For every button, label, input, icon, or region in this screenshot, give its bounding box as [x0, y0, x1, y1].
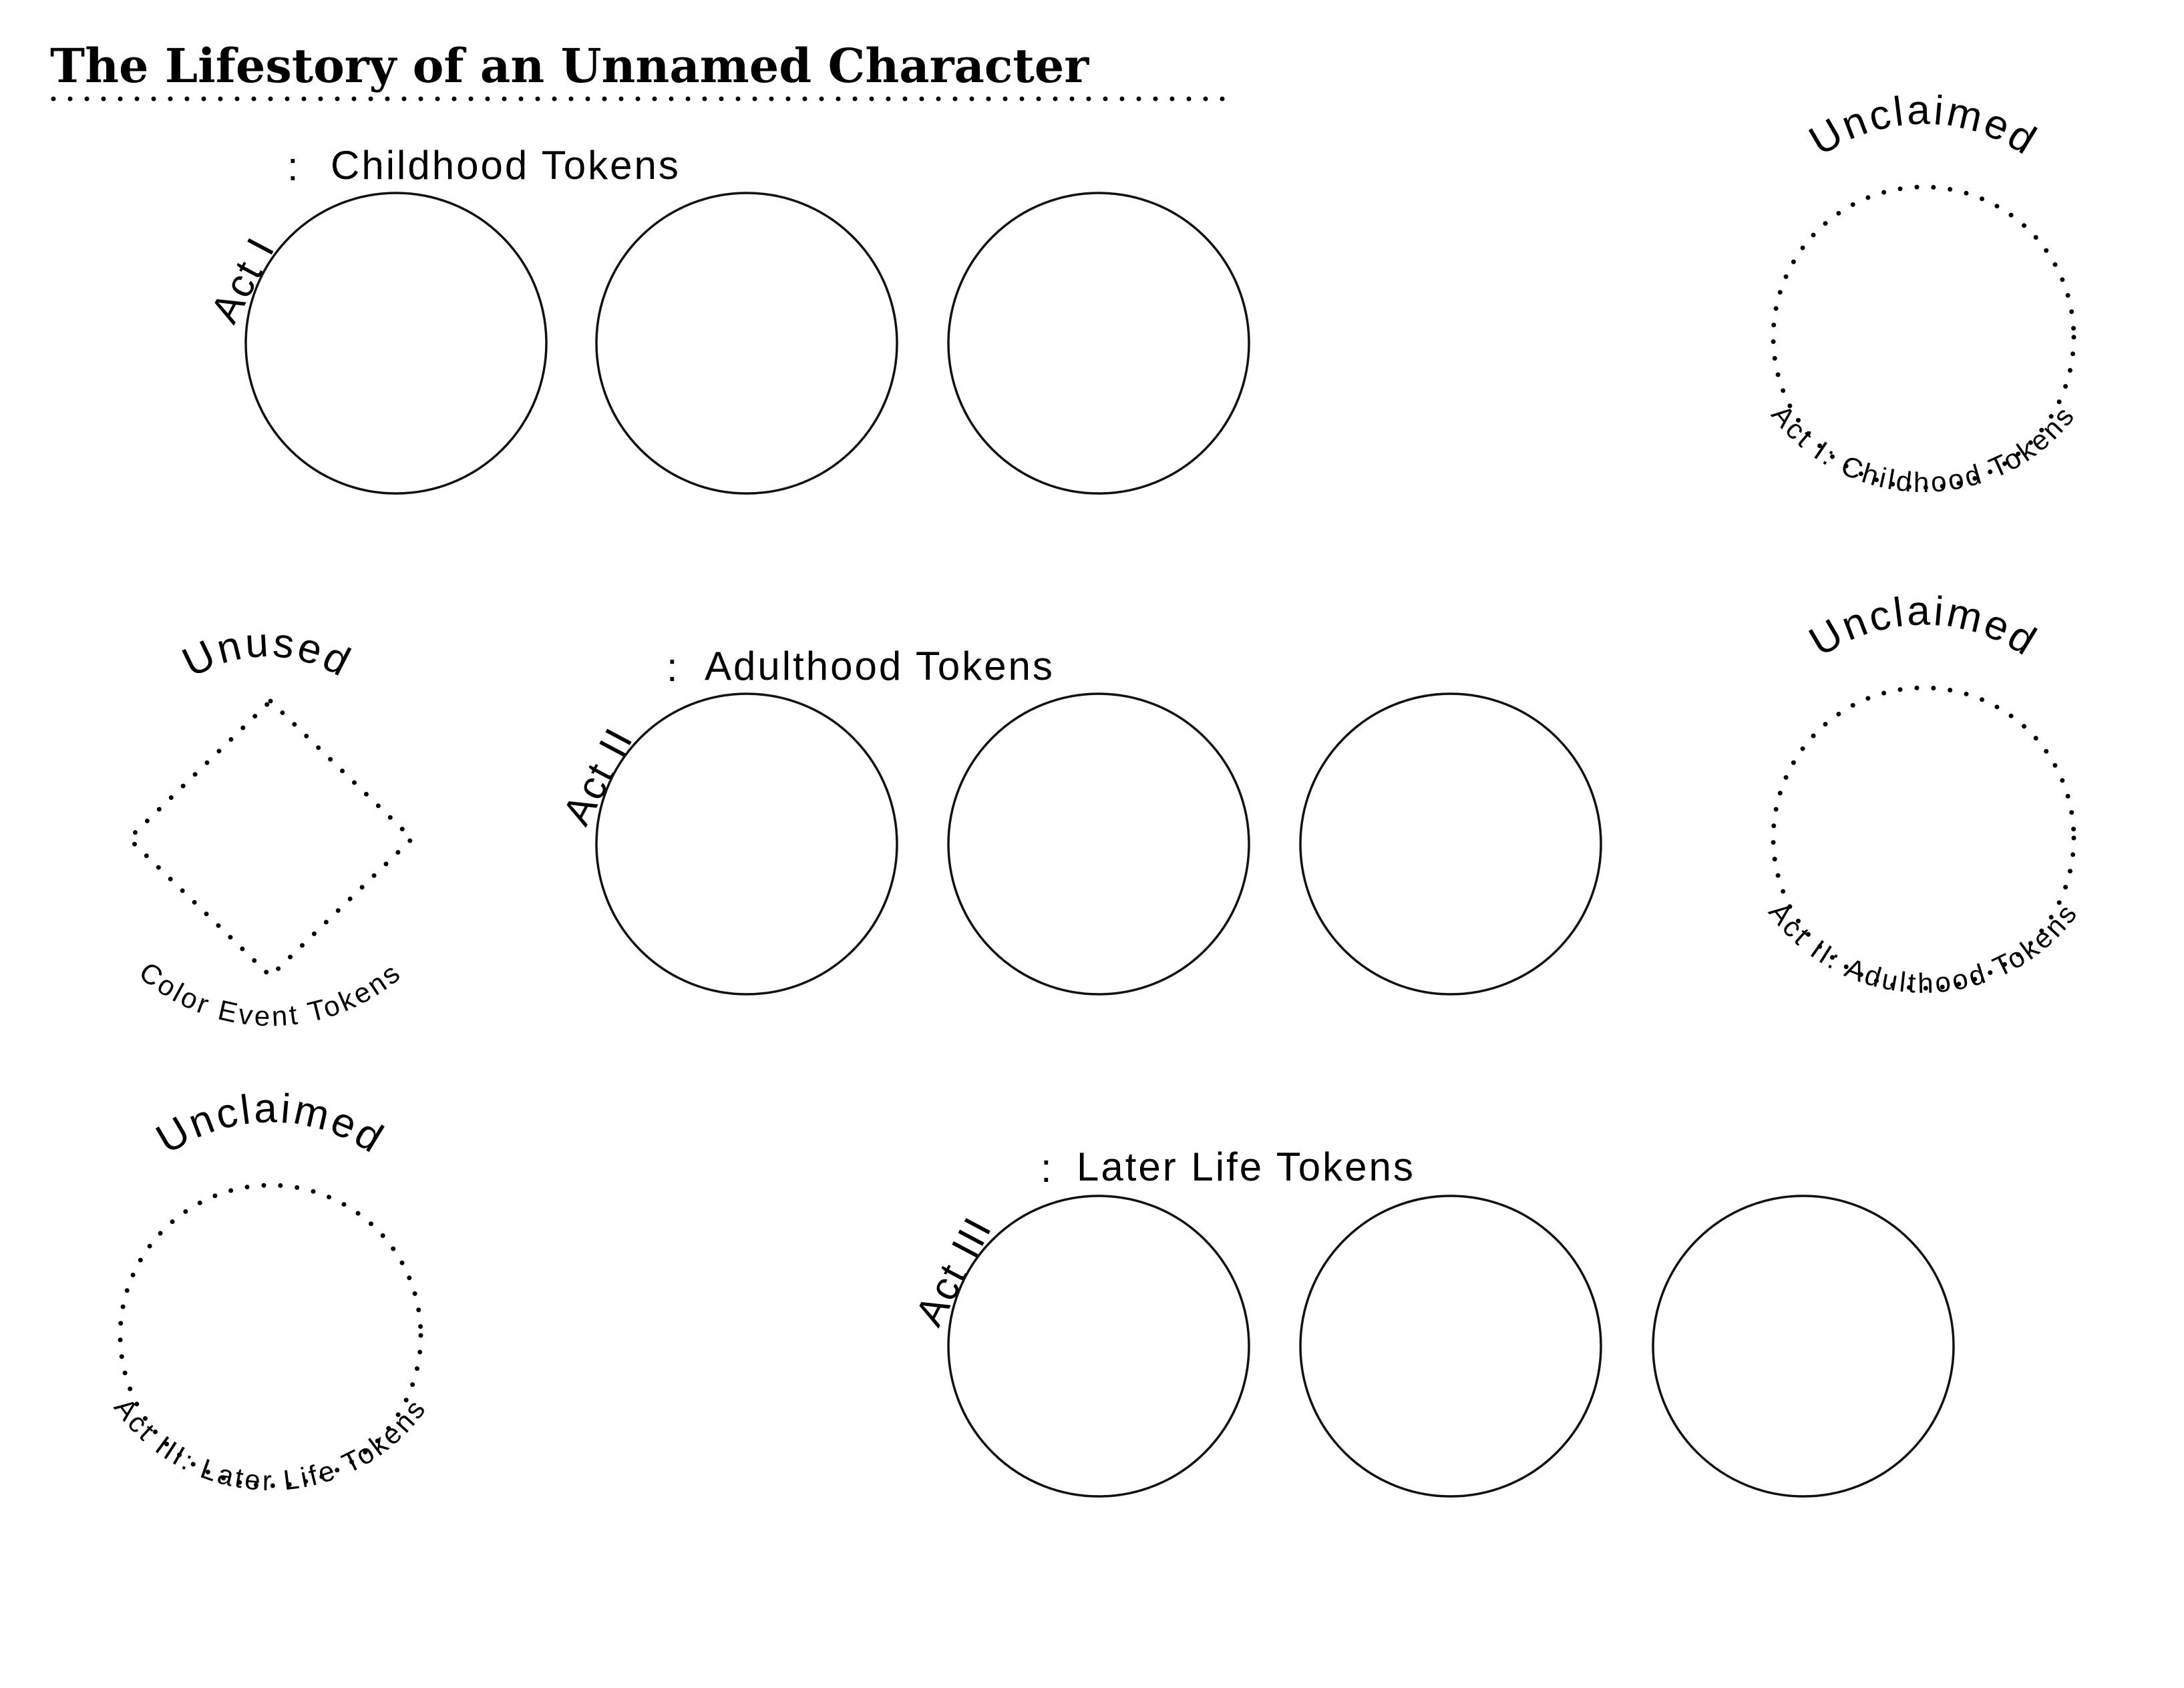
- unused-top-label: Unused: [176, 620, 360, 686]
- act-2-separator: :: [667, 645, 680, 690]
- unused-bottom-label: Color Event Tokens: [134, 956, 407, 1032]
- act-3-heading: Later Life Tokens: [1077, 1144, 1415, 1189]
- act-3-separator: :: [1041, 1146, 1054, 1191]
- act-1-section: Act I : Childhood Tokens: [202, 143, 1249, 493]
- unclaimed-3-top-label: Unclaimed: [149, 1085, 393, 1163]
- unclaimed-2-top-label: Unclaimed: [1802, 588, 2046, 665]
- unclaimed-1-top-label: Unclaimed: [1802, 87, 2046, 164]
- unclaimed-area-act-3[interactable]: Unclaimed Act III: Later Life Tokens: [108, 1085, 433, 1496]
- act-2-token-slot-3[interactable]: [1300, 694, 1601, 994]
- act-1-token-slot-2[interactable]: [596, 193, 897, 493]
- unclaimed-2-bottom-label: Act II: Adulthood Tokens: [1763, 896, 2084, 999]
- act-3-token-slot-3[interactable]: [1653, 1196, 1954, 1496]
- act-3-token-slot-2[interactable]: [1300, 1196, 1601, 1496]
- unused-dotted-diamond: [129, 701, 412, 976]
- act-1-token-slot-1[interactable]: [246, 193, 546, 493]
- act-3-section: Act III : Later Life Tokens: [906, 1144, 1954, 1496]
- unclaimed-area-act-1[interactable]: Unclaimed Act I: Childhood Tokens: [1765, 87, 2081, 498]
- act-1-separator: :: [287, 144, 301, 189]
- act-3-token-slot-1[interactable]: [948, 1196, 1249, 1496]
- act-1-token-slot-3[interactable]: [948, 193, 1249, 493]
- unused-area[interactable]: Unused Color Event Tokens: [129, 620, 412, 1032]
- act-2-token-slot-2[interactable]: [948, 694, 1249, 994]
- page-title: The Lifestory of an Unnamed Character: [50, 38, 1089, 93]
- unclaimed-3-bottom-label: Act III: Later Life Tokens: [108, 1392, 433, 1496]
- act-1-heading: Childhood Tokens: [331, 143, 681, 188]
- act-2-token-slot-1[interactable]: [596, 694, 897, 994]
- act-2-section: Act II : Adulthood Tokens: [554, 644, 1601, 994]
- unclaimed-area-act-2[interactable]: Unclaimed Act II: Adulthood Tokens: [1763, 588, 2084, 999]
- act-2-heading: Adulthood Tokens: [705, 644, 1055, 688]
- unclaimed-1-bottom-label: Act I: Childhood Tokens: [1765, 399, 2081, 498]
